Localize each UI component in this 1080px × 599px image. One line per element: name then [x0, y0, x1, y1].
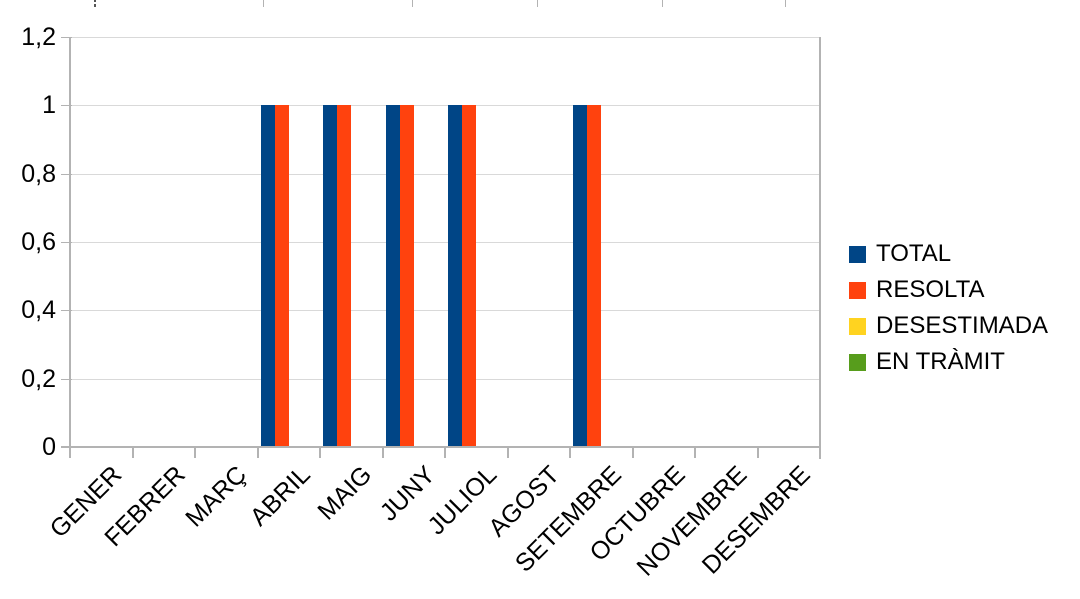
plot-right-border: [819, 37, 821, 459]
legend-color-swatch-total: [849, 245, 866, 263]
x-axis-label-abril: ABRIL: [244, 460, 316, 532]
gridline: [70, 105, 820, 106]
legend-color-swatch-desestimada: [849, 317, 866, 335]
gridline: [70, 310, 820, 311]
x-axis-tick: [444, 447, 446, 458]
x-axis-label-maig: MAIG: [312, 460, 378, 526]
gridline: [70, 37, 820, 38]
bar-total-setembre: [573, 105, 587, 447]
y-axis-tick-label: 0,4: [21, 296, 56, 324]
x-axis-tick: [194, 447, 196, 458]
bar-resolta-abril: [275, 105, 289, 447]
cell-border-artifact: [412, 0, 413, 7]
cell-border-artifact: [537, 0, 538, 7]
y-axis-tick-label: 0: [42, 433, 56, 461]
x-axis-tick: [632, 447, 634, 458]
gridline: [70, 242, 820, 243]
cell-border-artifact: [94, 0, 96, 2]
legend-color-swatch-resolta: [849, 281, 866, 299]
bar-total-maig: [323, 105, 337, 447]
legend-item-label: TOTAL: [876, 240, 952, 267]
cell-border-artifact: [662, 0, 663, 7]
bar-total-abril: [261, 105, 275, 447]
legend-item-label: DESESTIMADA: [876, 312, 1049, 339]
x-axis-tick: [257, 447, 259, 458]
y-axis-tick-label: 0,6: [21, 228, 56, 256]
legend-color-swatch-en-tra-mit: [849, 353, 866, 371]
legend: TOTAL RESOLTA DESESTIMADA EN TRÀMIT: [849, 240, 1048, 384]
y-axis-tick-label: 0,8: [21, 160, 56, 188]
legend-item-resolta: RESOLTA: [849, 276, 1048, 304]
x-axis-tick: [69, 447, 71, 458]
x-axis-tick: [757, 447, 759, 458]
x-axis-label-marc: MARÇ: [180, 460, 253, 533]
cell-border-artifact: [785, 0, 786, 7]
x-axis-line: [61, 446, 820, 448]
bar-resolta-setembre: [587, 105, 601, 447]
y-axis-tick-label: 0,2: [21, 365, 56, 393]
x-axis-tick: [319, 447, 321, 458]
gridline: [70, 174, 820, 175]
x-axis-tick: [382, 447, 384, 458]
legend-item-label: RESOLTA: [876, 276, 985, 303]
cell-border-artifact: [263, 0, 264, 7]
y-axis-tick: [61, 105, 72, 106]
bar-resolta-juliol: [462, 105, 476, 447]
y-axis-tick: [61, 37, 72, 38]
legend-item-label: EN TRÀMIT: [876, 348, 1005, 375]
y-axis-tick: [61, 242, 72, 243]
bar-total-juny: [386, 105, 400, 447]
cell-border-artifact: [94, 4, 96, 7]
y-axis-line: [69, 37, 71, 448]
y-axis-tick: [61, 174, 72, 175]
bar-resolta-maig: [337, 105, 351, 447]
legend-item-desestimada: DESESTIMADA: [849, 312, 1048, 340]
legend-item-total: TOTAL: [849, 240, 1048, 268]
y-axis-tick-label: 1: [42, 91, 56, 119]
legend-item-en-tra-mit: EN TRÀMIT: [849, 348, 1048, 376]
gridline: [70, 379, 820, 380]
x-axis-tick: [694, 447, 696, 458]
y-axis-tick: [61, 379, 72, 380]
x-axis-tick: [819, 447, 821, 458]
y-axis-tick: [61, 310, 72, 311]
bar-total-juliol: [448, 105, 462, 447]
bar-resolta-juny: [400, 105, 414, 447]
x-axis-tick: [569, 447, 571, 458]
x-axis-tick: [507, 447, 509, 458]
y-axis-tick-label: 1,2: [21, 23, 56, 51]
x-axis-tick: [132, 447, 134, 458]
